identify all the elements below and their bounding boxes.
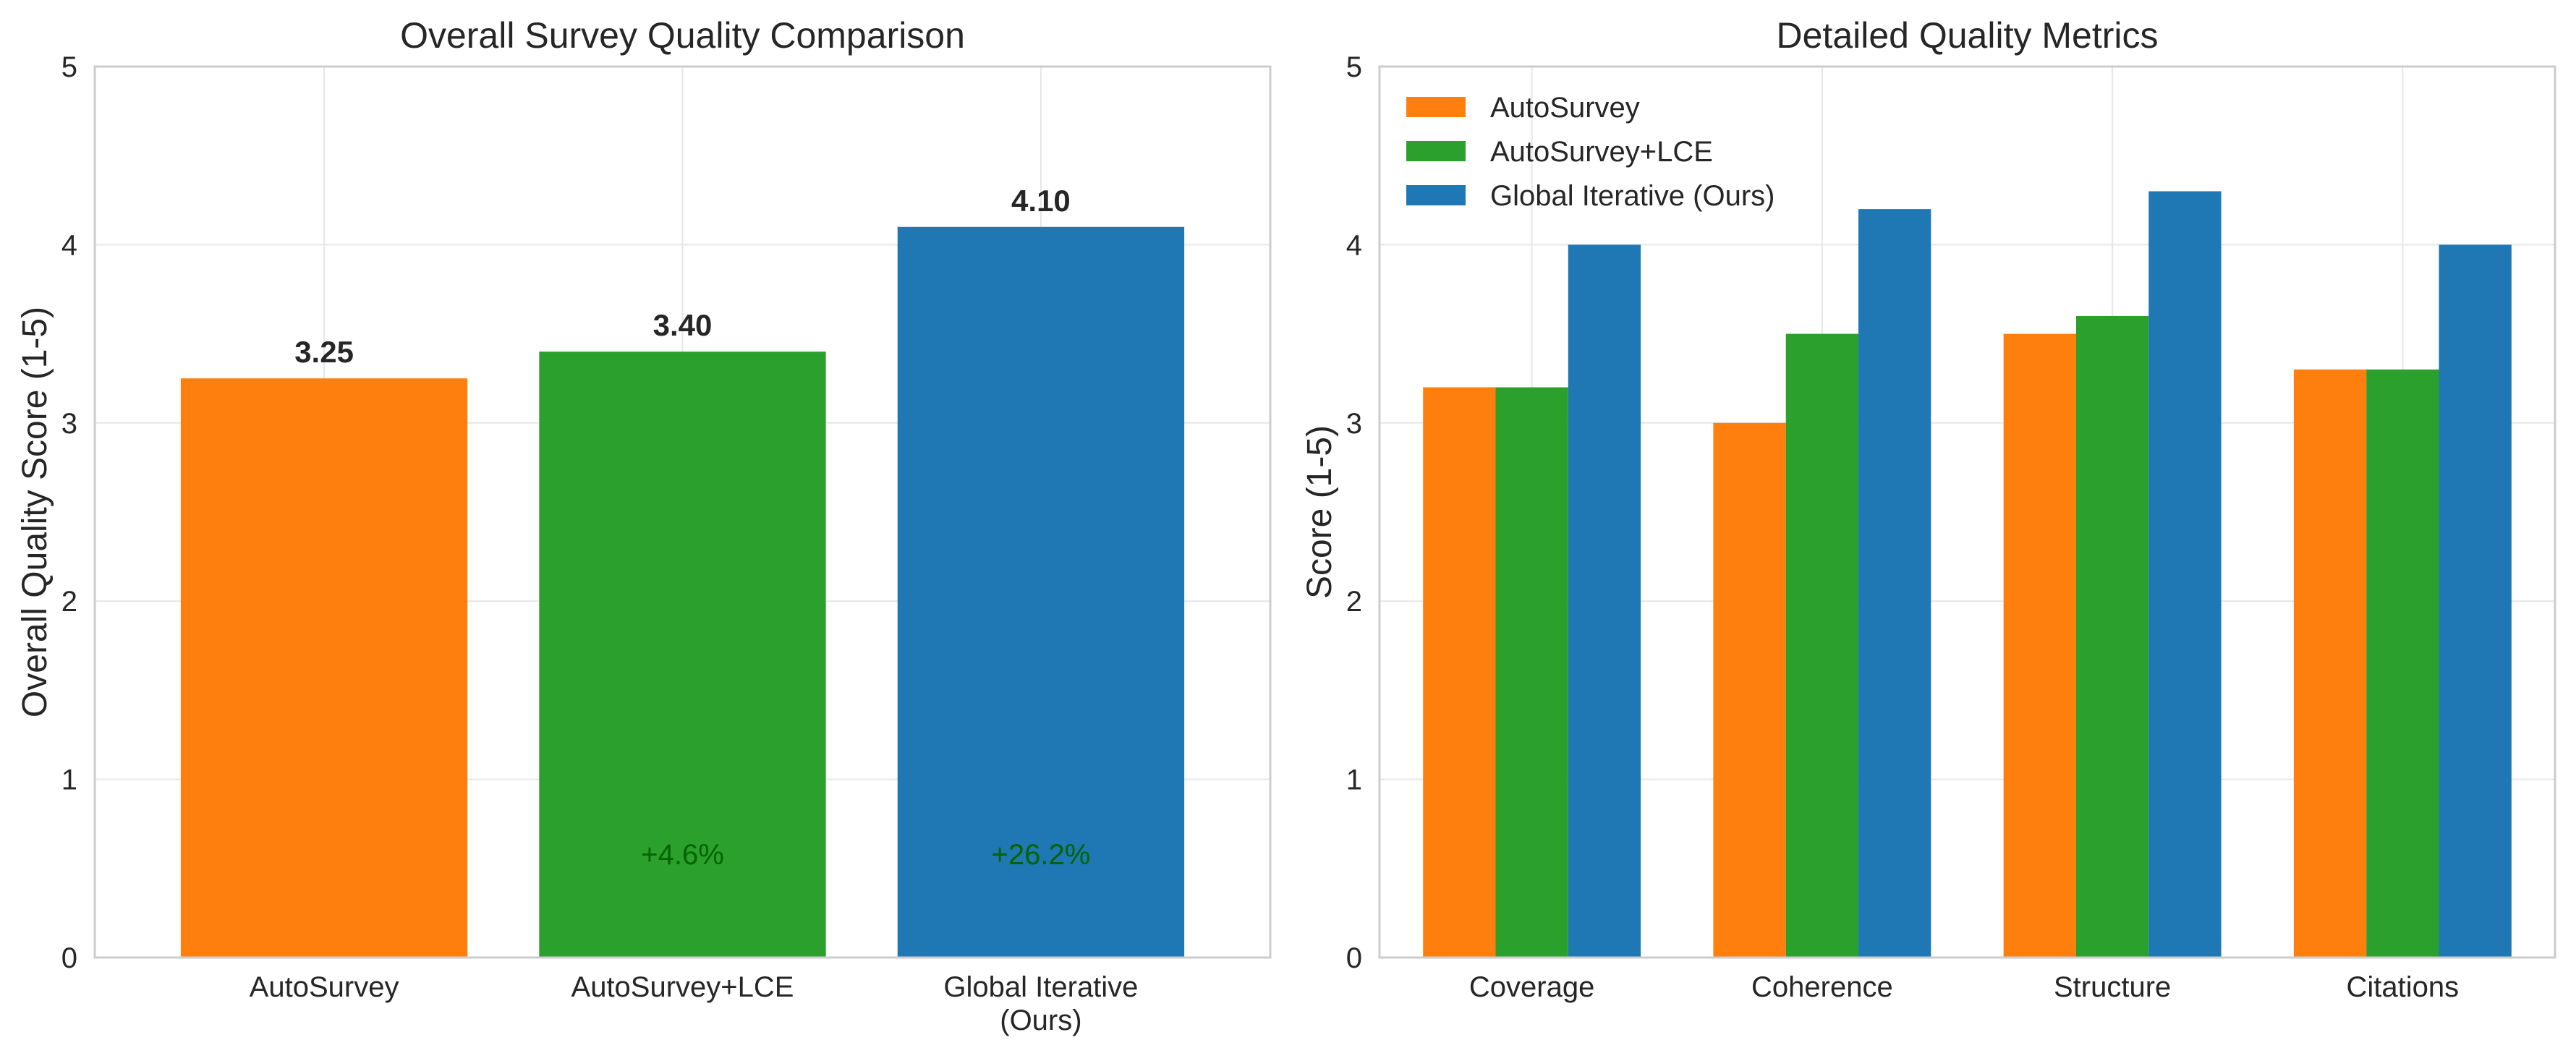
x-tick-label: AutoSurvey+LCE (571, 971, 794, 1003)
right-plot-frame (1378, 65, 2556, 959)
improvement-annotation: +4.6% (641, 839, 724, 871)
bar-series-1 (2293, 369, 2367, 958)
bar-series-2 (2366, 369, 2439, 958)
legend-label: AutoSurvey (1490, 92, 1640, 124)
x-tick-label: Structure (2054, 971, 2171, 1003)
bar-series-2 (1785, 333, 1859, 958)
bar-series-3 (1568, 244, 1641, 958)
right-bars (1423, 191, 2512, 958)
bar-2 (539, 351, 826, 958)
bar-series-3 (1858, 209, 1931, 958)
bar-3 (897, 226, 1185, 958)
value-label: 3.40 (653, 308, 713, 342)
left-x-tick-labels: AutoSurvey AutoSurvey+LCE Global Iterative… (250, 971, 1139, 1036)
right-y-ticks: 0 1 2 3 4 5 (1346, 51, 1362, 974)
legend-label: AutoSurvey+LCE (1490, 136, 1713, 168)
legend-swatch (1406, 141, 1466, 161)
left-y-ticks: 0 1 2 3 4 5 (61, 51, 77, 974)
left-y-tick-label: 0 (61, 942, 77, 974)
right-y-tick-label: 0 (1346, 942, 1362, 974)
x-tick-label: Global Iterative (Ours) (943, 971, 1138, 1036)
right-y-tick-label: 5 (1346, 51, 1362, 83)
value-label: 4.10 (1011, 184, 1071, 218)
left-chart-title: Overall Survey Quality Comparison (400, 15, 965, 56)
legend-swatch (1406, 97, 1466, 117)
x-tick-label: AutoSurvey (250, 971, 399, 1003)
left-plot-frame (93, 65, 1272, 959)
left-y-tick-label: 2 (61, 586, 77, 618)
right-y-tick-label: 1 (1346, 764, 1362, 796)
right-y-tick-label: 4 (1346, 229, 1362, 261)
right-y-tick-label: 2 (1346, 586, 1362, 618)
left-bars (180, 226, 1185, 958)
overall-quality-chart: 0 1 2 3 4 5 AutoSurvey AutoSurvey+LCE Global It… (16, 15, 1272, 1036)
bar-series-2 (1495, 387, 1568, 958)
legend-swatch (1406, 185, 1466, 205)
bar-series-2 (2075, 315, 2149, 958)
left-value-labels: 3.25 3.40 4.10 (294, 184, 1071, 369)
bar-series-1 (2003, 333, 2076, 958)
bar-series-1 (1713, 422, 1786, 958)
detailed-metrics-chart: 0 1 2 3 4 5 Coverage Coherence Structure Citatio… (1301, 15, 2556, 1003)
left-y-tick-label: 3 (61, 408, 77, 440)
improvement-annotation: +26.2% (992, 839, 1091, 871)
bar-1 (180, 378, 468, 958)
bar-series-3 (2439, 244, 2512, 958)
x-tick-label: Coherence (1751, 971, 1893, 1003)
right-y-axis-label: Score (1-5) (1301, 425, 1339, 599)
legend: AutoSurvey AutoSurvey+LCE Global Iterative… (1406, 92, 1774, 212)
left-annotations: +4.6% +26.2% (641, 839, 1090, 871)
right-x-tick-labels: Coverage Coherence Structure Citations (1469, 971, 2459, 1003)
value-label: 3.25 (294, 335, 354, 369)
right-y-tick-label: 3 (1346, 408, 1362, 440)
left-y-tick-label: 4 (61, 229, 77, 261)
legend-label: Global Iterative (Ours) (1490, 180, 1774, 212)
bar-series-1 (1423, 387, 1496, 958)
x-tick-label: Citations (2347, 971, 2460, 1003)
left-y-axis-label: Overall Quality Score (1-5) (16, 307, 54, 717)
bar-series-3 (2148, 191, 2222, 958)
left-y-tick-label: 5 (61, 51, 77, 83)
x-tick-label: Coverage (1469, 971, 1594, 1003)
left-y-tick-label: 1 (61, 764, 77, 796)
right-chart-title: Detailed Quality Metrics (1777, 15, 2159, 56)
